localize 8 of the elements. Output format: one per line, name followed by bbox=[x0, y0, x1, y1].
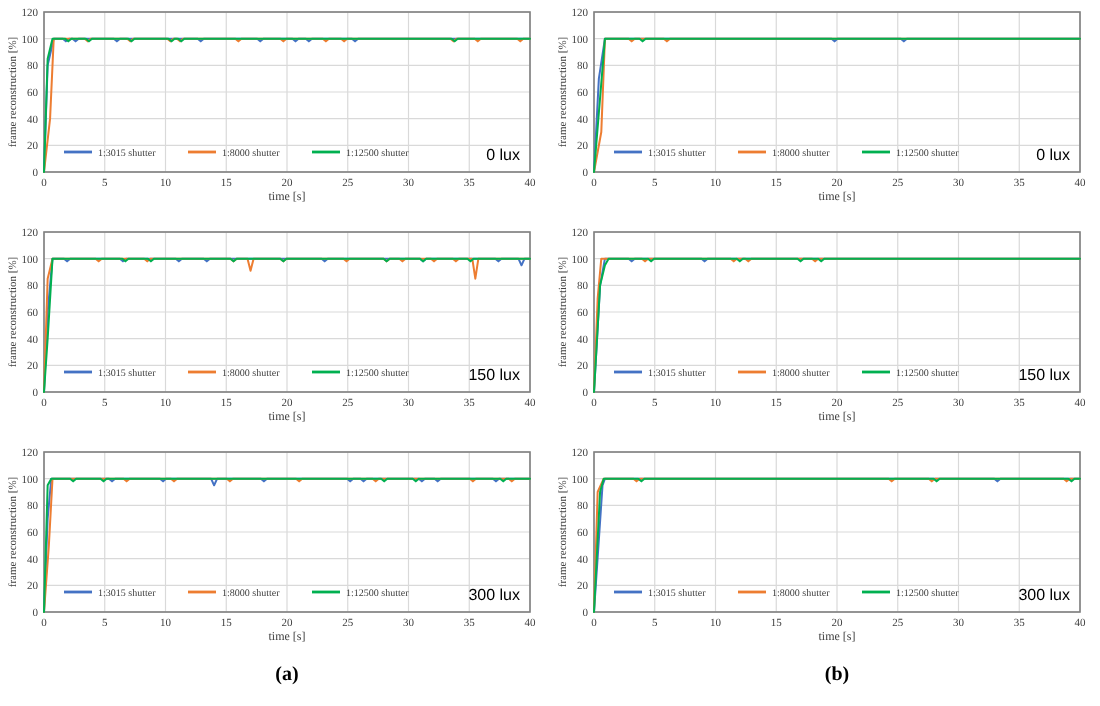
annotation: 300 lux bbox=[1018, 586, 1070, 604]
annotation: 150 lux bbox=[1018, 366, 1070, 384]
annotation: 300 lux bbox=[468, 586, 520, 604]
text: (b) bbox=[824, 664, 850, 686]
text: (a) bbox=[275, 664, 299, 686]
annotation: 150 lux bbox=[468, 366, 520, 384]
annotation: 0 lux bbox=[486, 146, 520, 164]
annotation: 0 lux bbox=[1036, 146, 1070, 164]
